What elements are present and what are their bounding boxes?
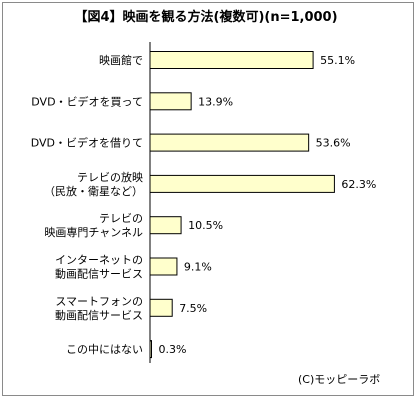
category-label: この中にはない [66,343,143,356]
bar [149,340,152,359]
data-label: 13.9% [198,95,233,108]
category-label: テレビの放映（民放・衛星など） [44,170,143,198]
data-label: 55.1% [320,54,355,67]
data-label: 9.1% [184,261,212,274]
bar [149,298,173,317]
bar [149,92,192,111]
data-label: 10.5% [188,219,223,232]
data-label: 0.3% [159,343,187,356]
category-label: インターネットの動画配信サービス [55,254,143,281]
category-label: スマートフォンの動画配信サービス [55,295,143,322]
category-label: DVD・ビデオを買って [31,94,143,108]
data-label: 53.6% [316,137,351,150]
bar [149,174,335,193]
category-label: DVD・ビデオを借りて [31,136,143,150]
bar [149,133,310,152]
data-label: 62.3% [341,178,376,191]
bar [149,51,314,69]
copyright-credit: (C)モッピーラボ [298,373,381,386]
data-label: 7.5% [179,302,207,315]
bar [149,257,178,276]
bar [149,216,182,235]
category-label: テレビの映画専門チャンネル [44,212,143,239]
chart-title: 【図4】映画を観る方法(複数可)(n=1,000) [74,10,338,25]
category-label: 映画館で [99,53,143,67]
